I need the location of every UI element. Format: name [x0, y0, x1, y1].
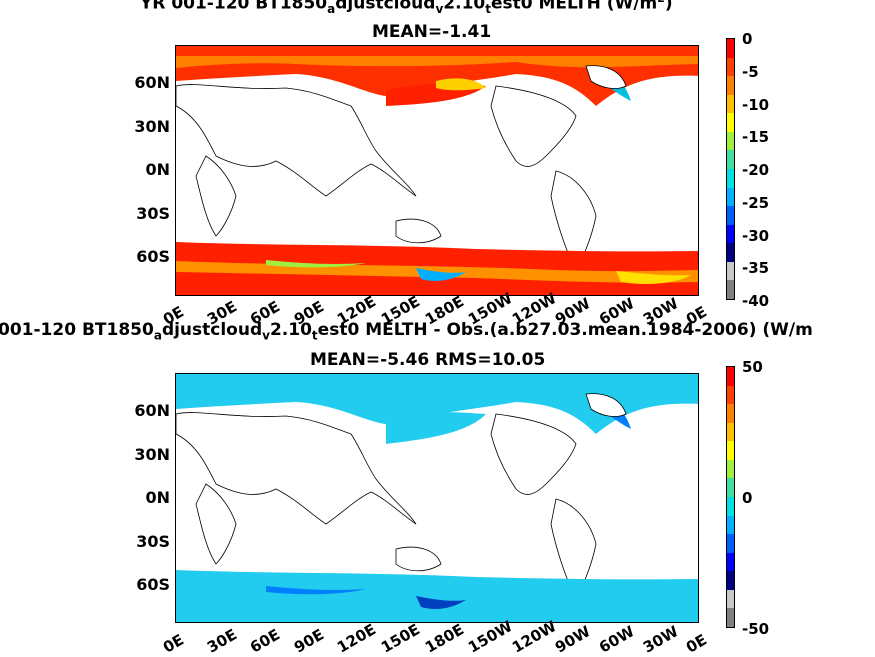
arctic-bias-band — [176, 374, 698, 434]
colorbar-tick: -30 — [742, 226, 770, 245]
colorbar-tick: -15 — [742, 128, 770, 147]
lat-tick-60s: 60S — [136, 575, 170, 594]
colorbar-segment — [727, 385, 734, 405]
panel2-map — [175, 373, 699, 623]
lat-tick-30n: 30N — [134, 445, 170, 464]
lon-tick: 60E — [247, 625, 284, 657]
colorbar-segment — [727, 422, 734, 442]
panel1-subtitle: MEAN=-1.41 — [372, 22, 492, 42]
colorbar-segment — [727, 224, 734, 244]
lon-tick: 90E — [290, 625, 327, 657]
panel1-colorbar — [726, 38, 735, 300]
colorbar-segment — [727, 478, 734, 497]
colorbar-tick: -35 — [742, 259, 770, 278]
colorbar-tick: -25 — [742, 193, 770, 212]
colorbar-segment — [727, 459, 734, 479]
panel2-colorbar — [726, 366, 735, 628]
lat-tick-30n: 30N — [134, 117, 170, 136]
lat-tick-60s: 60S — [136, 247, 170, 266]
colorbar-segment — [727, 280, 734, 299]
colorbar-tick: -10 — [742, 95, 770, 114]
colorbar-segment — [727, 76, 734, 95]
lon-tick: 120E — [334, 620, 380, 657]
colorbar-segment — [727, 131, 734, 151]
lon-tick: 60W — [596, 622, 638, 657]
lat-tick-0n: 0N — [145, 160, 170, 179]
colorbar-tick: 0 — [742, 30, 753, 48]
colorbar-segment — [727, 608, 734, 627]
colorbar-segment — [727, 57, 734, 77]
lon-tick: 0E — [160, 630, 187, 657]
colorbar-segment — [727, 367, 734, 386]
colorbar-tick: -5 — [742, 62, 759, 81]
lat-tick-30s: 30S — [136, 204, 170, 223]
colorbar-segment — [727, 94, 734, 114]
colorbar-segment — [727, 515, 734, 535]
lon-tick: 0E — [683, 630, 711, 657]
lon-tick: 30W — [639, 622, 682, 657]
colorbar-segment — [727, 589, 734, 609]
colorbar-tick: -20 — [742, 161, 770, 179]
colorbar-segment — [727, 552, 734, 572]
colorbar-tick: 50 — [742, 358, 763, 376]
colorbar-segment — [727, 187, 734, 207]
colorbar-segment — [727, 168, 734, 188]
lon-tick: 150E — [378, 620, 423, 657]
panel1-title: YR 001-120 BT1850adjustcloudv2.10test0 M… — [140, 0, 673, 17]
lat-tick-0n: 0N — [145, 488, 170, 507]
colorbar-tick: 0 — [742, 489, 753, 507]
colorbar-segment — [727, 404, 734, 423]
lon-tick: 90W — [552, 622, 594, 657]
colorbar-segment — [727, 441, 734, 460]
antarctic-bias-band — [176, 570, 698, 622]
colorbar-tick: -50 — [742, 620, 770, 638]
colorbar-segment — [727, 496, 734, 516]
colorbar-segment — [727, 113, 734, 132]
lat-tick-30s: 30S — [136, 532, 170, 551]
colorbar-segment — [727, 534, 734, 553]
colorbar-tick: -40 — [742, 292, 770, 310]
colorbar-segment — [727, 39, 734, 58]
colorbar-segment — [727, 571, 734, 590]
colorbar-segment — [727, 150, 734, 169]
panel2-subtitle: MEAN=-5.46 RMS=10.05 — [310, 350, 546, 370]
panel2-title: 001-120 BT1850adjustcloudv2.10test0 MELT… — [0, 320, 813, 343]
colorbar-segment — [727, 206, 734, 225]
lon-tick: 30E — [203, 625, 240, 657]
colorbar-segment — [727, 243, 734, 262]
lon-tick: 180E — [421, 620, 467, 657]
panel1-map — [175, 45, 699, 296]
lat-tick-60n: 60N — [134, 401, 170, 420]
lat-tick-60n: 60N — [134, 73, 170, 92]
colorbar-segment — [727, 261, 734, 281]
